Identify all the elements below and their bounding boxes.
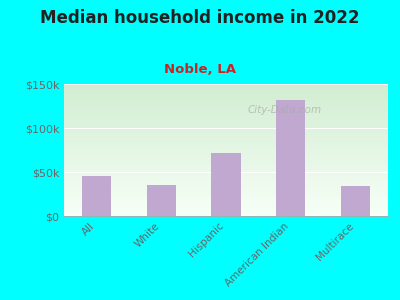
Bar bbox=[341, 186, 370, 216]
Text: Median household income in 2022: Median household income in 2022 bbox=[40, 9, 360, 27]
Bar bbox=[212, 153, 240, 216]
Bar bbox=[147, 185, 176, 216]
Bar bbox=[276, 100, 305, 216]
Bar bbox=[82, 176, 111, 216]
Text: Noble, LA: Noble, LA bbox=[164, 63, 236, 76]
Text: City-Data.com: City-Data.com bbox=[247, 105, 321, 116]
